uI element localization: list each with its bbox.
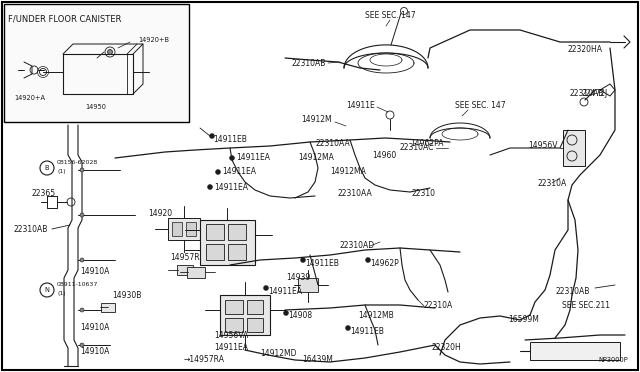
Text: SEE SEC.211: SEE SEC.211: [562, 301, 610, 311]
Bar: [563, 130, 585, 166]
Text: 22310AC: 22310AC: [399, 144, 434, 153]
Circle shape: [346, 326, 351, 330]
Text: 22310AD: 22310AD: [340, 241, 375, 250]
Text: 14962P: 14962P: [370, 259, 399, 267]
Text: 14950: 14950: [85, 104, 106, 110]
Text: 14960: 14960: [372, 151, 396, 160]
Text: 22310AA: 22310AA: [337, 189, 372, 198]
Bar: [4, 4, 189, 122]
Text: (1): (1): [57, 292, 66, 296]
Circle shape: [230, 155, 234, 160]
Text: 14939: 14939: [286, 273, 310, 282]
Text: 22310: 22310: [412, 189, 436, 198]
Text: 22310AB: 22310AB: [555, 288, 589, 296]
Text: 22365: 22365: [32, 189, 56, 199]
Text: 14910A: 14910A: [80, 324, 109, 333]
Text: 14911E: 14911E: [346, 100, 375, 109]
Text: 22310AB: 22310AB: [14, 224, 49, 234]
Text: 22320HA: 22320HA: [568, 45, 603, 54]
Text: F/UNDER FLOOR CANISTER: F/UNDER FLOOR CANISTER: [8, 14, 122, 23]
Circle shape: [209, 134, 214, 138]
Text: 14962PA: 14962PA: [410, 138, 444, 148]
Bar: [220, 295, 270, 335]
Circle shape: [80, 213, 84, 217]
Text: B: B: [45, 165, 49, 171]
Text: N: N: [45, 287, 49, 293]
Circle shape: [284, 311, 289, 315]
Bar: [186, 222, 196, 236]
Text: 14912MB: 14912MB: [358, 311, 394, 321]
Circle shape: [108, 49, 113, 55]
Text: →14957RA: →14957RA: [184, 356, 225, 365]
Text: 14911EA: 14911EA: [214, 183, 248, 192]
Bar: [225, 318, 243, 332]
Text: 14912MA: 14912MA: [298, 154, 334, 163]
Text: 22310AA: 22310AA: [316, 138, 351, 148]
Text: 14956VA: 14956VA: [214, 331, 248, 340]
Text: 14930B: 14930B: [112, 292, 141, 301]
Text: 14911EA: 14911EA: [222, 167, 256, 176]
Text: 08156-62028: 08156-62028: [57, 160, 99, 166]
Text: 22310AB: 22310AB: [292, 58, 326, 67]
Bar: [187, 266, 205, 278]
Bar: [228, 244, 246, 260]
Text: 16439M: 16439M: [302, 356, 333, 365]
Text: 16599M: 16599M: [508, 315, 539, 324]
Text: 14911EB: 14911EB: [350, 327, 384, 337]
Text: 14908: 14908: [288, 311, 312, 321]
Bar: [530, 342, 620, 360]
Text: 14911EB: 14911EB: [305, 259, 339, 267]
Circle shape: [80, 343, 84, 347]
Text: 14912MA: 14912MA: [330, 167, 366, 176]
Text: 14956V: 14956V: [529, 141, 558, 150]
Bar: [247, 318, 263, 332]
Text: 14910A: 14910A: [80, 347, 109, 356]
Text: 14911EA: 14911EA: [268, 288, 302, 296]
Text: 14911EA: 14911EA: [236, 154, 270, 163]
Bar: [172, 222, 182, 236]
Bar: [228, 224, 246, 240]
Text: 14912MD: 14912MD: [260, 350, 296, 359]
Text: 14911EA: 14911EA: [214, 343, 248, 352]
Bar: [206, 244, 224, 260]
Text: 14910A: 14910A: [80, 266, 109, 276]
Text: 14912M: 14912M: [301, 115, 332, 125]
Bar: [101, 302, 115, 311]
Bar: [247, 300, 263, 314]
Text: 14920+A: 14920+A: [15, 95, 45, 101]
Bar: [206, 224, 224, 240]
Bar: [200, 220, 255, 265]
Circle shape: [365, 257, 371, 263]
Bar: [177, 265, 193, 275]
Circle shape: [80, 168, 84, 172]
Text: 14911EB: 14911EB: [213, 135, 247, 144]
Text: 22472J: 22472J: [582, 89, 608, 97]
Bar: [168, 218, 200, 240]
Text: NP3000P: NP3000P: [598, 357, 628, 363]
Circle shape: [216, 170, 221, 174]
Text: 22310A: 22310A: [424, 301, 453, 311]
Circle shape: [301, 257, 305, 263]
Text: SEE SEC. 147: SEE SEC. 147: [365, 12, 415, 20]
Text: 22310AB: 22310AB: [570, 89, 604, 97]
Text: SEE SEC. 147: SEE SEC. 147: [455, 102, 506, 110]
Text: 14920: 14920: [148, 209, 172, 218]
Bar: [298, 278, 318, 292]
Circle shape: [80, 308, 84, 312]
Bar: [225, 300, 243, 314]
Text: (1): (1): [57, 170, 66, 174]
Text: 08911-10637: 08911-10637: [57, 282, 99, 288]
Circle shape: [264, 285, 269, 291]
Text: 22320H: 22320H: [432, 343, 461, 353]
Circle shape: [207, 185, 212, 189]
Text: 22310A: 22310A: [538, 179, 567, 187]
Text: 14920+B: 14920+B: [138, 37, 169, 43]
Text: 14957R: 14957R: [170, 253, 200, 263]
Circle shape: [80, 258, 84, 262]
